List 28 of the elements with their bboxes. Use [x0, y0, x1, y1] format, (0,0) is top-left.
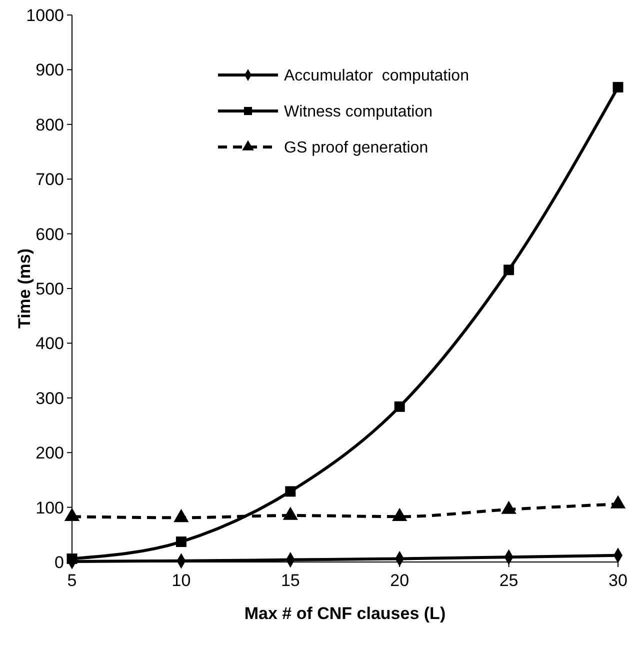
point [394, 401, 405, 412]
y-axis-title: Time (ms) [15, 248, 34, 328]
x-tick-label: 5 [67, 571, 77, 590]
y-tick-label: 900 [36, 60, 64, 80]
y-tick-label: 1000 [26, 6, 64, 25]
legend-label: GS proof generation [284, 140, 428, 157]
y-tick-label: 0 [54, 552, 64, 572]
point [504, 264, 514, 276]
x-tick-label: 15 [280, 571, 300, 590]
x-tick-label: 10 [172, 571, 191, 590]
legend-label: Accumulator computation [284, 68, 469, 85]
y-tick-label: 400 [36, 334, 64, 354]
point [176, 536, 186, 548]
x-tick-label: 25 [499, 571, 518, 590]
point [612, 82, 624, 92]
y-tick-label: 500 [36, 279, 64, 298]
y-tick-label: 200 [36, 444, 64, 463]
x-tick-label: 20 [390, 571, 410, 590]
y-tick-label: 800 [36, 115, 64, 134]
y-tick-label: 600 [36, 224, 64, 244]
point [66, 553, 78, 564]
x-axis-title: Max # of CNF clauses (L) [244, 604, 446, 623]
y-tick-label: 100 [36, 498, 64, 518]
x-tick-label: 30 [608, 571, 628, 590]
legend-label: Witness computation [284, 104, 433, 121]
y-tick-label: 300 [36, 388, 64, 408]
y-tick-label: 700 [36, 170, 64, 190]
point [285, 486, 296, 497]
